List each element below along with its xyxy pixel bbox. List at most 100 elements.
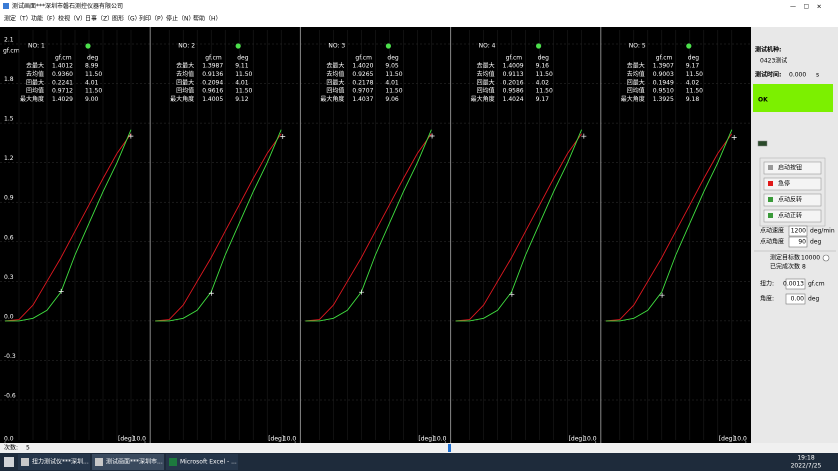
row-label: 去均值 (477, 70, 495, 78)
row-value: 0.9616 (202, 88, 223, 95)
input-value[interactable]: 1200 (791, 228, 806, 235)
row-value: 1.3907 (653, 63, 674, 70)
result-text: OK (758, 97, 768, 104)
row-label: 最大角度 (170, 95, 194, 103)
task-icon (21, 458, 29, 466)
status-led (85, 43, 91, 49)
window-title: 测试画面***深圳市磐石测控仪器有限公司 (12, 2, 123, 10)
menu-item[interactable]: 列印（P） (139, 15, 167, 23)
label: deg (808, 296, 820, 303)
x-unit: [deg] (418, 436, 434, 443)
task-label[interactable]: Microsoft Excel - ... (180, 459, 237, 466)
row-value: 9.11 (235, 63, 249, 70)
y-tick-label: 1.5 (4, 116, 14, 123)
button-label[interactable]: 点动正转 (778, 212, 802, 220)
row-value: 0.9360 (52, 71, 73, 78)
input-box[interactable] (785, 278, 806, 290)
label: 0423测试 (760, 57, 787, 65)
x-tick-label: 0.0 (4, 436, 14, 443)
y-tick-label: 0.3 (4, 274, 14, 281)
input-box[interactable] (785, 293, 806, 305)
label: 10000 (801, 255, 820, 262)
input-box[interactable] (788, 236, 808, 248)
status-led (686, 43, 692, 49)
menu-item[interactable]: 停止（N） (166, 15, 195, 23)
row-label: 最大角度 (20, 95, 44, 103)
panel-number: NO: 4 (479, 43, 496, 50)
back-curve (605, 129, 733, 322)
scroll-thumb[interactable] (448, 444, 451, 452)
button[interactable] (763, 193, 822, 207)
radio[interactable] (822, 254, 830, 262)
label: 点动速度 (760, 227, 784, 235)
label: 扭力: (760, 280, 774, 288)
start-button[interactable] (4, 457, 14, 467)
task-item[interactable] (18, 454, 90, 470)
row-value: 1.3925 (653, 96, 674, 103)
label: 测试机种: (755, 46, 781, 54)
row-label: 去最大 (26, 62, 44, 70)
row-value: 1.4020 (352, 63, 373, 70)
panel-number: NO: 1 (28, 43, 45, 50)
label: gf.cm (808, 281, 825, 288)
table-header: gf.cm (656, 55, 673, 62)
label: 次数: (4, 444, 18, 452)
row-value: 11.50 (686, 88, 703, 95)
row-value: 11.50 (385, 71, 402, 78)
label: deg/min (810, 228, 835, 235)
task-item[interactable] (166, 454, 238, 470)
y-tick-label: -0.6 (4, 393, 16, 400)
row-label: 回均值 (326, 87, 344, 95)
y-tick-label: 0.0 (4, 313, 14, 320)
button[interactable] (763, 161, 822, 175)
back-curve (5, 129, 132, 322)
input-value[interactable]: 0.0013 (783, 281, 804, 288)
button-label[interactable]: 急停 (778, 180, 790, 188)
menu-item[interactable]: 帮助（H） (193, 15, 222, 23)
task-icon (95, 458, 103, 466)
button[interactable] (763, 177, 822, 191)
button-label[interactable]: 点动反转 (778, 196, 802, 204)
table-header: deg (538, 55, 550, 62)
x-unit: [deg] (118, 436, 134, 443)
go-curve (455, 133, 582, 322)
menu-item[interactable]: 功能（F） (31, 15, 58, 23)
row-value: 9.12 (235, 96, 249, 103)
label: 0.000 (789, 72, 806, 79)
input-box[interactable] (788, 225, 808, 237)
table-header: gf.cm (205, 55, 222, 62)
x-tick-label: 10.0 (733, 436, 747, 443)
menu-item[interactable]: 校视（V） (58, 15, 86, 23)
row-label: 回均值 (477, 87, 495, 95)
row-label: 回均值 (176, 87, 194, 95)
menu-item[interactable]: 测定（T） (4, 15, 32, 23)
back-curve (455, 129, 583, 322)
panel-number: NO: 3 (328, 43, 345, 50)
table-header: gf.cm (355, 55, 372, 62)
row-value: 9.17 (536, 96, 550, 103)
status-led (385, 43, 391, 49)
task-item[interactable] (92, 454, 164, 470)
table-header: gf.cm (506, 55, 523, 62)
task-label[interactable]: 测试画面***深圳市... (106, 458, 163, 466)
menu-item[interactable]: 日事（Z） (85, 15, 113, 23)
clock-time: 19:18 (797, 455, 814, 462)
small-icon (757, 140, 768, 147)
row-label: 最大角度 (320, 95, 344, 103)
input-value[interactable]: 90 (798, 239, 806, 246)
menu-item[interactable]: 图形（G） (112, 15, 141, 23)
back-curve (305, 129, 432, 322)
input-value[interactable]: 0.00 (791, 296, 805, 303)
window-controls[interactable]: — ☐ ✕ (790, 4, 822, 11)
row-value: 4.01 (385, 79, 399, 86)
row-value: 9.05 (385, 63, 399, 70)
button-label[interactable]: 启动按钮 (778, 164, 802, 172)
row-label: 去最大 (627, 62, 645, 70)
button[interactable] (763, 209, 822, 223)
task-label[interactable]: 扭力测试仪***深圳... (32, 458, 89, 466)
row-value: 4.02 (536, 79, 550, 86)
button-icon (768, 213, 773, 218)
table-header: deg (387, 55, 399, 62)
label: s (816, 72, 819, 79)
panel-number: NO: 5 (629, 43, 646, 50)
